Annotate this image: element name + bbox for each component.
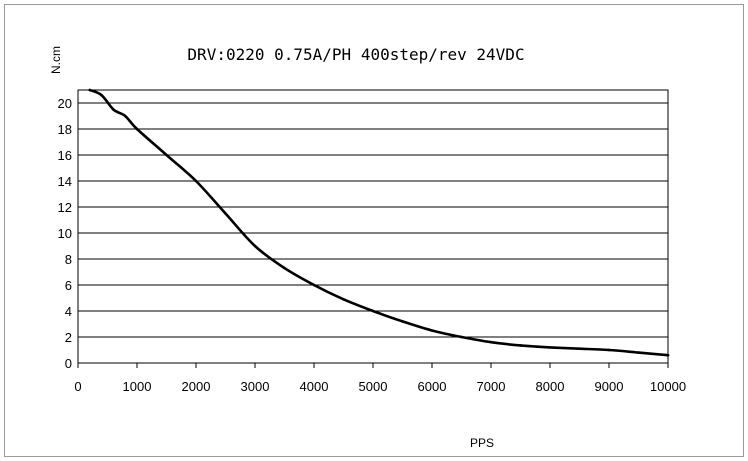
y-tick-label: 6: [65, 278, 72, 293]
x-axis-label: PPS: [470, 436, 494, 450]
x-tick-label: 7000: [477, 379, 506, 394]
x-tick-label: 3000: [241, 379, 270, 394]
y-tick-label: 2: [65, 330, 72, 345]
x-tick-label: 0: [74, 379, 81, 394]
y-tick-label: 10: [58, 226, 72, 241]
data-point: [607, 348, 611, 352]
data-point: [342, 298, 345, 301]
data-point: [460, 335, 463, 339]
data-point: [519, 344, 522, 347]
data-point: [253, 244, 257, 248]
x-tick-label: 2000: [182, 379, 211, 394]
chart-title: DRV:0220 0.75A/PH 400step/rev 24VDC: [187, 45, 524, 64]
y-tick-label: 14: [58, 174, 72, 189]
y-tick-label: 8: [65, 252, 72, 267]
data-point: [430, 329, 434, 332]
data-point: [578, 347, 581, 351]
series-line-0: [88, 88, 670, 357]
x-tick-label: 1000: [123, 379, 152, 394]
data-point: [283, 266, 286, 270]
x-tick-label: 10000: [650, 379, 686, 394]
y-tick-label: 0: [65, 356, 72, 371]
y-tick-label: 18: [58, 122, 72, 137]
data-point: [194, 179, 198, 183]
y-tick-label: 4: [65, 304, 72, 319]
data-point: [489, 340, 493, 344]
data-point: [312, 283, 316, 287]
chart-frame: [4, 4, 744, 457]
plot-area: [77, 89, 669, 364]
data-point: [637, 351, 640, 354]
x-tick-label: 5000: [359, 379, 388, 394]
data-point: [135, 127, 139, 131]
x-tick-label: 8000: [536, 379, 565, 394]
data-point: [401, 320, 404, 323]
data-point: [123, 114, 127, 118]
y-tick-label: 12: [58, 200, 72, 215]
data-point: [548, 346, 552, 349]
tick-labels: 0 2 4 6 8 10 12 14 16 18 20 0 1000 2000 3000 4000 5000 60…: [58, 96, 687, 394]
data-point: [224, 212, 227, 215]
x-tick-label: 9000: [595, 379, 624, 394]
y-tick-label: 16: [58, 148, 72, 163]
gridlines: [78, 102, 668, 338]
y-axis-label: N.cm: [49, 46, 63, 74]
data-point: [112, 108, 115, 111]
series-group: [88, 88, 670, 357]
y-tick-label: 20: [58, 96, 72, 111]
data-point: [100, 93, 103, 97]
data-point: [371, 309, 375, 313]
x-tick-label: 4000: [300, 379, 329, 394]
x-tick-label: 6000: [418, 379, 447, 394]
data-point: [165, 153, 168, 157]
